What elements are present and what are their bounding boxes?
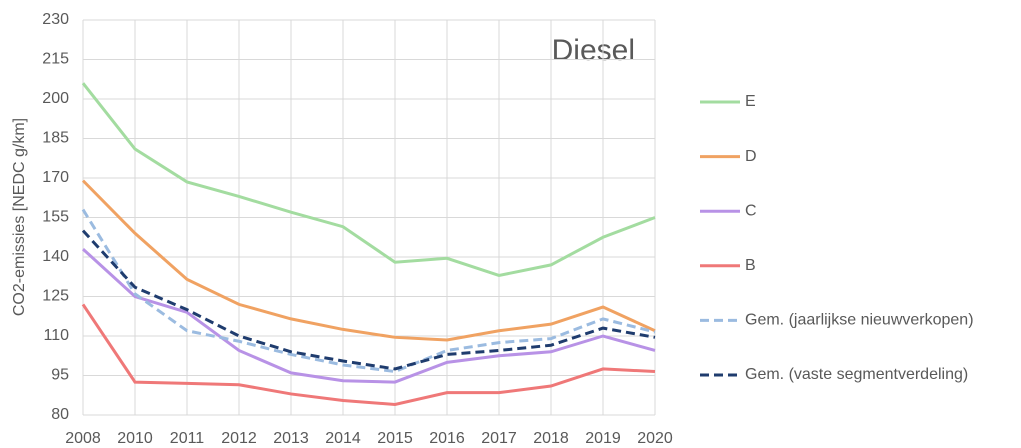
x-tick-label: 2019 xyxy=(585,430,621,447)
x-tick-label: 2020 xyxy=(637,430,673,447)
legend-label: D xyxy=(745,148,757,165)
y-tick-label: 110 xyxy=(43,327,69,344)
y-tick-label: 125 xyxy=(42,288,69,305)
series-line xyxy=(81,179,656,342)
y-tick-label: 200 xyxy=(42,90,69,107)
series-line xyxy=(81,229,656,371)
x-tick-label: 2018 xyxy=(533,430,569,447)
y-tick-label: 140 xyxy=(42,248,69,265)
x-tick-label: 2016 xyxy=(429,430,465,447)
y-tick-label: 155 xyxy=(42,209,69,226)
x-tick-label: 2013 xyxy=(273,430,309,447)
legend-label: E xyxy=(745,93,756,110)
x-tick-label: 2017 xyxy=(481,430,517,447)
legend-label: B xyxy=(745,257,756,274)
x-tick-label: 2012 xyxy=(221,430,257,447)
legend-label: C xyxy=(745,202,757,219)
x-tick-label: 2008 xyxy=(65,430,101,447)
legend-label: Gem. (vaste segmentverdeling) xyxy=(745,366,968,383)
series-line xyxy=(81,247,656,384)
y-tick-label: 215 xyxy=(42,51,69,68)
y-tick-label: 185 xyxy=(42,130,69,147)
series-line xyxy=(81,82,656,277)
x-tick-label: 2010 xyxy=(117,430,153,447)
x-tick-label: 2015 xyxy=(377,430,413,447)
y-tick-label: 170 xyxy=(42,169,69,186)
y-tick-label: 80 xyxy=(51,406,69,423)
chart-title: Diesel xyxy=(552,34,635,67)
legend-label: Gem. (jaarlijkse nieuwverkopen) xyxy=(745,312,974,329)
y-tick-label: 95 xyxy=(51,367,69,384)
x-tick-label: 2011 xyxy=(170,430,205,447)
y-tick-label: 230 xyxy=(42,11,69,28)
x-tick-label: 2014 xyxy=(325,430,361,447)
series-line xyxy=(81,303,656,406)
y-axis-label: CO2-emissies [NEDC g/km] xyxy=(11,118,28,316)
